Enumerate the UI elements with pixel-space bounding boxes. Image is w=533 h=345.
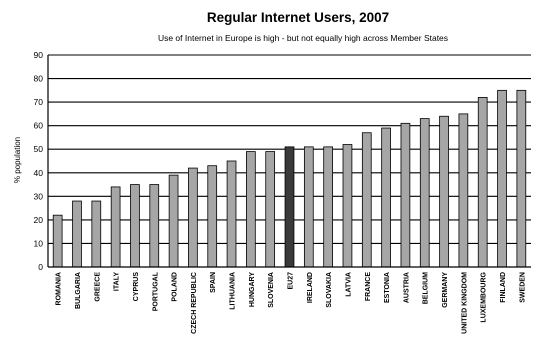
bar-bulgaria: [72, 200, 82, 268]
bar-poland: [168, 174, 179, 268]
x-tick-label: EU27: [288, 272, 295, 290]
axes: [47, 55, 531, 268]
bar-spain: [207, 165, 218, 268]
x-tick-label: POLAND: [172, 272, 179, 302]
x-tick-label: SLOVAKIA: [326, 272, 333, 308]
y-tick-label: 90: [34, 50, 44, 60]
x-tick-label: GREECE: [94, 272, 101, 302]
x-tick-label: SWEDEN: [519, 272, 526, 303]
x-tick-label: BELGIUM: [423, 272, 430, 304]
bar-belgium: [419, 118, 430, 268]
x-tick-label: CYPRUS: [133, 272, 140, 302]
chart-title: Regular Internet Users, 2007: [207, 10, 389, 25]
y-tick-label: 60: [34, 121, 44, 131]
bar-estonia: [381, 127, 391, 268]
x-tick-label: PORTUGAL: [152, 271, 159, 311]
bar-slovenia: [265, 151, 276, 268]
bar-italy: [110, 186, 121, 268]
y-tick-label: 20: [34, 215, 44, 225]
y-tick-label: 50: [34, 144, 44, 154]
y-tick-label: 30: [34, 191, 44, 201]
bar-greece: [91, 200, 102, 268]
x-tick-label: BULGARIA: [75, 272, 82, 309]
x-tick-label: ESTONIA: [384, 272, 391, 303]
y-tick-label: 0: [38, 262, 43, 272]
bar-lithuania: [226, 160, 237, 268]
bar-czech-republic: [188, 167, 198, 268]
x-tick-label: FRANCE: [365, 272, 372, 301]
bar-france: [361, 132, 372, 268]
x-tick-label: GERMANY: [442, 272, 449, 308]
bar-cyprus: [130, 184, 140, 268]
bars: [52, 89, 527, 268]
bar-latvia: [342, 144, 353, 268]
x-tick-label: SLOVENIA: [268, 272, 275, 308]
y-tick-label: 80: [34, 74, 44, 84]
x-tick-label: LUXEMBOURG: [481, 271, 488, 322]
bar-united-kingdom: [458, 113, 469, 268]
bar-slovakia: [323, 146, 333, 268]
x-tick-label: AUSTRIA: [403, 272, 410, 303]
bar-eu27: [284, 146, 295, 268]
bar-sweden: [516, 89, 527, 268]
x-tick-label: LITHUANIA: [230, 272, 237, 310]
bar-luxembourg: [477, 97, 488, 268]
y-axis-label: % population: [13, 137, 22, 183]
y-tick-label: 10: [34, 238, 44, 248]
bar-finland: [497, 89, 507, 268]
y-tick-label: 70: [34, 97, 44, 107]
x-tick-label: UNITED KINGDOM: [461, 272, 468, 334]
x-tick-label: LATVIA: [345, 272, 352, 297]
bar-romania: [52, 214, 63, 268]
x-tick-label: IRELAND: [307, 272, 314, 303]
bar-hungary: [246, 151, 256, 268]
x-tick-label: CZECH REPUBLIC: [191, 272, 198, 334]
y-tick-label: 40: [34, 168, 44, 178]
x-tick-label: HUNGARY: [249, 272, 256, 307]
x-tick-label: SPAIN: [210, 272, 217, 293]
bar-portugal: [149, 184, 160, 268]
bar-austria: [400, 122, 411, 268]
bar-germany: [439, 115, 449, 268]
x-tick-label: ROMANIA: [56, 272, 63, 305]
x-tick-label: FINLAND: [500, 272, 507, 303]
x-tick-label: ITALY: [114, 272, 121, 291]
x-tick-labels: ROMANIA BULGARIA GREECE ITALY CYPRUS PORTUGAL…: [56, 271, 527, 334]
chart-subtitle: Use of Internet in Europe is high - but …: [158, 33, 448, 43]
bar-ireland: [303, 146, 314, 268]
y-tick-labels: 0 10 20 30 40 50 60 70 80 90: [34, 50, 44, 272]
